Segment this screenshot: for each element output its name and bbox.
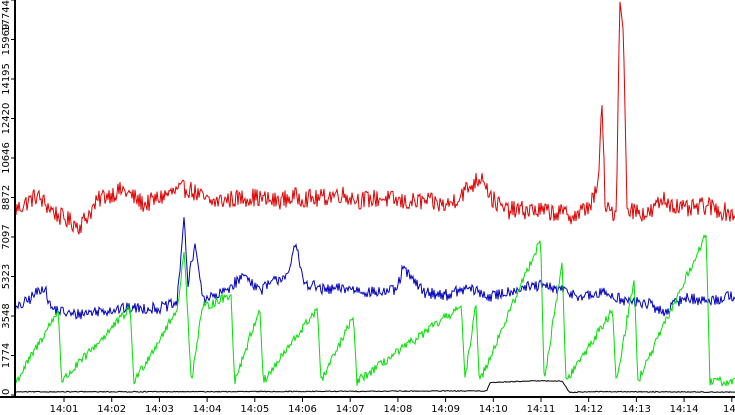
series-line-4 <box>14 379 735 394</box>
x-tick-label: 14:13 <box>622 404 651 415</box>
y-tick-label: 15969 <box>1 24 12 56</box>
x-tick-label: 14:01 <box>50 404 79 415</box>
x-tick-label: 14:08 <box>383 404 412 415</box>
y-tick-label: 14195 <box>1 63 12 95</box>
series-layer <box>14 1 735 394</box>
x-tick-label: 14 <box>723 404 735 415</box>
y-tick-label: 1774 <box>1 343 12 368</box>
x-tick-label: 14:07 <box>336 404 365 415</box>
x-tick-label: 14:05 <box>240 404 269 415</box>
x-tick-label: 14:12 <box>574 404 603 415</box>
x-tick-label: 14:02 <box>97 404 126 415</box>
y-tick-label: 8872 <box>1 185 12 210</box>
x-tick-label: 14:11 <box>527 404 556 415</box>
y-tick-label: 3548 <box>1 303 12 328</box>
y-tick-label: 0 <box>1 389 12 395</box>
x-tick-label: 14:03 <box>145 404 174 415</box>
series-line-3 <box>14 234 735 387</box>
x-tick-label: 14:09 <box>431 404 460 415</box>
y-tick-label: 12420 <box>1 103 12 135</box>
x-tick-label: 14:10 <box>479 404 508 415</box>
y-tick-label: 17744 <box>1 0 12 32</box>
x-tick-label: 14:06 <box>288 404 317 415</box>
x-axis-band <box>0 398 735 415</box>
y-tick-label: 5323 <box>1 264 12 289</box>
y-tick-label: 10646 <box>1 142 12 174</box>
x-tick-label: 14:14 <box>670 404 699 415</box>
x-tick-label: 14:04 <box>193 404 222 415</box>
series-line-2 <box>14 217 735 320</box>
series-line-1 <box>14 1 735 235</box>
y-tick-label: 7097 <box>1 224 12 249</box>
